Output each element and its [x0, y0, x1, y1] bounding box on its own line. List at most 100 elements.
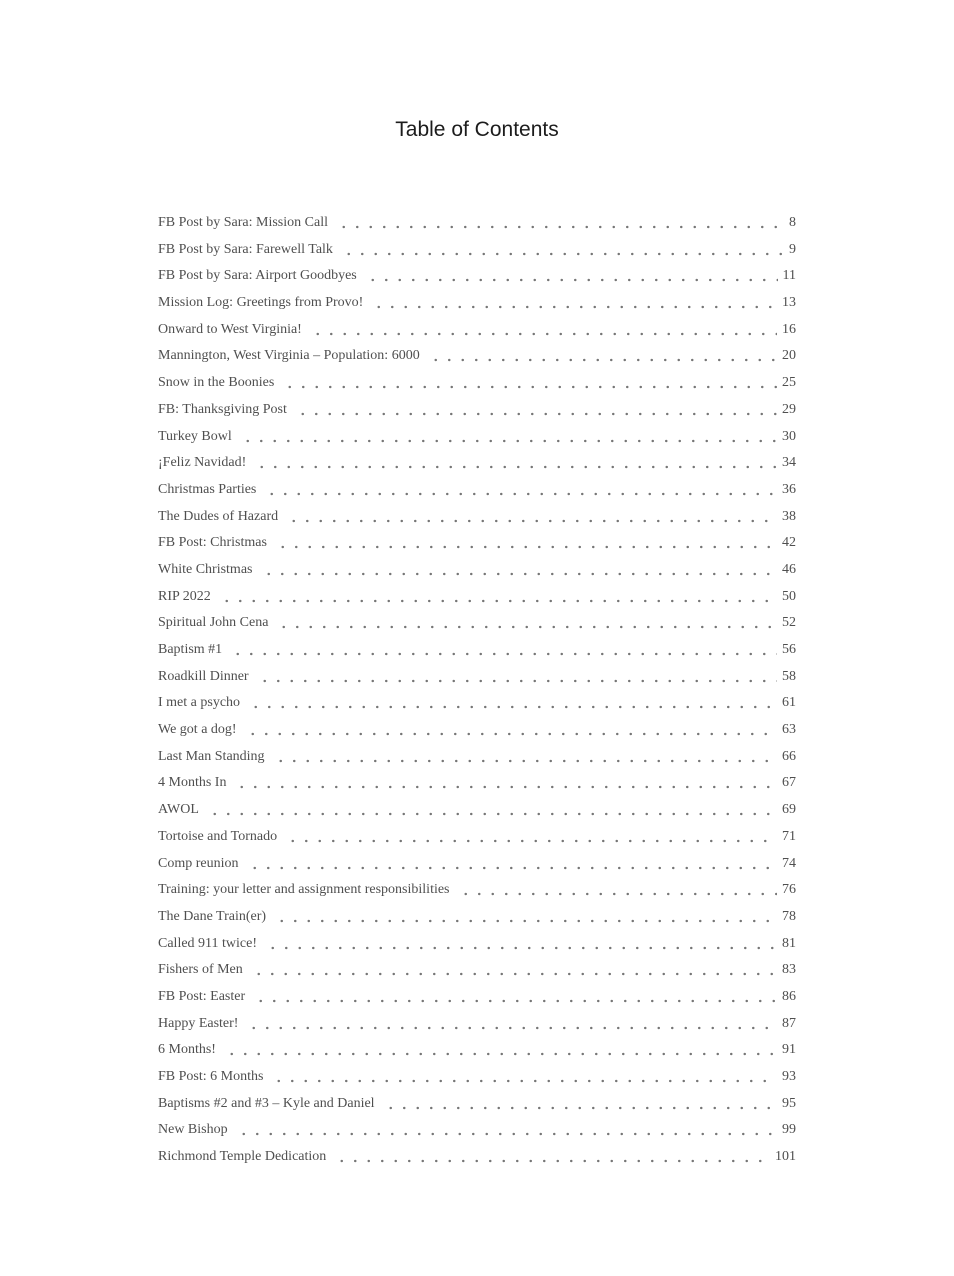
dot-leader	[275, 530, 777, 557]
toc-entry-label: Christmas Parties	[158, 481, 257, 497]
toc-entry-page: 56	[782, 642, 796, 657]
dot-leader	[277, 610, 777, 637]
toc-entry[interactable]: Christmas Parties 36	[158, 476, 796, 504]
toc-entry-label: Happy Easter!	[158, 1015, 239, 1031]
dot-leader	[283, 370, 777, 397]
dot-leader	[266, 930, 777, 958]
dot-leader	[287, 503, 777, 531]
dot-leader	[257, 663, 777, 691]
toc-entry[interactable]: AWOL 69	[158, 797, 796, 824]
toc-entry-label: I met a psycho	[158, 695, 241, 711]
toc-entry[interactable]: Onward to West Virginia! 16	[158, 316, 796, 344]
toc-entry-label: Snow in the Boonies	[158, 375, 275, 391]
toc-entry[interactable]: The Dane Train(er) 78	[158, 903, 796, 931]
toc-entry-page: 25	[782, 375, 796, 391]
toc-entry-label: We got a dog!	[158, 722, 237, 738]
toc-entry-label: New Bishop	[158, 1122, 228, 1138]
toc-entry-label: FB: Thanksgiving Post	[158, 401, 287, 417]
toc-entry-label: Tortoise and Tornado	[158, 828, 278, 844]
toc-entry[interactable]: FB Post: Christmas 42	[158, 530, 796, 557]
toc-entry-label: Baptisms #2 and #3 – Kyle and Daniel	[158, 1095, 375, 1111]
toc-entry-label: Last Man Standing	[158, 748, 265, 764]
toc-entry-page: 46	[782, 561, 796, 577]
toc-entry-page: 36	[782, 481, 796, 497]
dot-leader	[224, 1037, 777, 1064]
toc-entry[interactable]: 4 Months In 67	[158, 770, 796, 798]
toc-entry-page: 9	[789, 241, 796, 257]
toc-entry[interactable]: Baptisms #2 and #3 – Kyle and Daniel 95	[158, 1090, 796, 1118]
toc-entry[interactable]: Training: your letter and assignment res…	[158, 877, 796, 904]
dot-leader	[275, 903, 777, 931]
toc-entry-page: 67	[782, 775, 796, 791]
toc-entry-label: Mannington, West Virginia – Population: …	[158, 348, 420, 364]
toc-entry-label: FB Post by Sara: Farewell Talk	[158, 241, 333, 257]
toc-entry[interactable]: The Dudes of Hazard 38	[158, 503, 796, 531]
dot-leader	[458, 877, 777, 904]
toc-entry[interactable]: RIP 2022 50	[158, 583, 796, 611]
toc-entry-label: Spiritual John Cena	[158, 615, 269, 631]
toc-entry[interactable]: FB Post: 6 Months 93	[158, 1064, 796, 1091]
dot-leader	[383, 1090, 777, 1118]
toc-entry[interactable]: Mission Log: Greetings from Provo! 13	[158, 290, 796, 317]
toc-entry-page: 93	[782, 1069, 796, 1084]
toc-entry[interactable]: Richmond Temple Dedication 101	[158, 1144, 796, 1171]
toc-entry[interactable]: Happy Easter! 87	[158, 1010, 796, 1038]
toc-entry-page: 81	[782, 935, 796, 951]
dot-leader	[341, 236, 784, 264]
toc-entry[interactable]: FB Post by Sara: Farewell Talk 9	[158, 236, 796, 264]
dot-leader	[295, 396, 777, 424]
toc-entry[interactable]: White Christmas 46	[158, 556, 796, 584]
toc-entry[interactable]: Snow in the Boonies 25	[158, 370, 796, 397]
dot-leader	[336, 210, 784, 237]
dot-leader	[265, 476, 777, 504]
toc-entry-label: FB Post: Easter	[158, 988, 246, 1004]
toc-entry-label: Onward to West Virginia!	[158, 321, 302, 337]
toc-entry[interactable]: Mannington, West Virginia – Population: …	[158, 343, 796, 371]
toc-entry[interactable]: ¡Feliz Navidad! 34	[158, 450, 796, 477]
toc-entry-page: 86	[782, 988, 796, 1004]
toc-entry-label: Mission Log: Greetings from Provo!	[158, 295, 364, 311]
toc-entry[interactable]: 6 Months! 91	[158, 1037, 796, 1064]
toc-entry-label: 4 Months In	[158, 775, 227, 791]
dot-leader	[286, 823, 777, 851]
toc-entry[interactable]: FB Post by Sara: Airport Goodbyes 11	[158, 263, 796, 291]
dot-leader	[261, 556, 777, 584]
toc-entry[interactable]: FB: Thanksgiving Post 29	[158, 396, 796, 424]
page-title: Table of Contents	[395, 118, 559, 141]
toc-entry[interactable]: Baptism #1 56	[158, 637, 796, 664]
toc-entry[interactable]: Tortoise and Tornado 71	[158, 823, 796, 851]
dot-leader	[236, 1117, 777, 1145]
toc-entry-label: FB Post by Sara: Airport Goodbyes	[158, 268, 357, 284]
toc-entry-page: 63	[782, 722, 796, 738]
toc-entry-label: The Dane Train(er)	[158, 908, 267, 924]
toc-entry-label: FB Post by Sara: Mission Call	[158, 215, 328, 230]
toc-entry-label: FB Post: Christmas	[158, 535, 267, 551]
toc-entry-page: 13	[782, 295, 796, 311]
toc-entry-page: 50	[782, 588, 796, 604]
dot-leader	[247, 850, 777, 878]
toc-entry-label: AWOL	[158, 802, 199, 818]
toc-entry-label: Richmond Temple Dedication	[158, 1149, 327, 1165]
toc-entry[interactable]: New Bishop 99	[158, 1117, 796, 1145]
toc-entry-page: 87	[782, 1015, 796, 1031]
toc-entry-page: 11	[782, 268, 796, 284]
toc-entry[interactable]: FB Post by Sara: Mission Call 8	[158, 210, 796, 237]
toc-entry-label: 6 Months!	[158, 1042, 216, 1058]
dot-leader	[247, 1010, 777, 1038]
toc-entry-label: White Christmas	[158, 561, 253, 577]
toc-entry[interactable]: Roadkill Dinner 58	[158, 663, 796, 691]
toc-entry[interactable]: Comp reunion 74	[158, 850, 796, 878]
toc-entry-label: Training: your letter and assignment res…	[158, 882, 450, 898]
toc-entry[interactable]: Spiritual John Cena 52	[158, 610, 796, 637]
toc-entry[interactable]: We got a dog! 63	[158, 717, 796, 744]
toc-entry[interactable]: Last Man Standing 66	[158, 743, 796, 771]
dot-leader	[254, 983, 777, 1011]
toc-entry-page: 69	[782, 802, 796, 818]
dot-leader	[372, 290, 777, 317]
toc-entry[interactable]: Called 911 twice! 81	[158, 930, 796, 958]
toc-entry[interactable]: Fishers of Men 83	[158, 957, 796, 984]
toc-entry-page: 20	[782, 348, 796, 364]
toc-entry[interactable]: I met a psycho 61	[158, 690, 796, 718]
toc-entry[interactable]: Turkey Bowl 30	[158, 423, 796, 451]
toc-entry[interactable]: FB Post: Easter 86	[158, 983, 796, 1011]
